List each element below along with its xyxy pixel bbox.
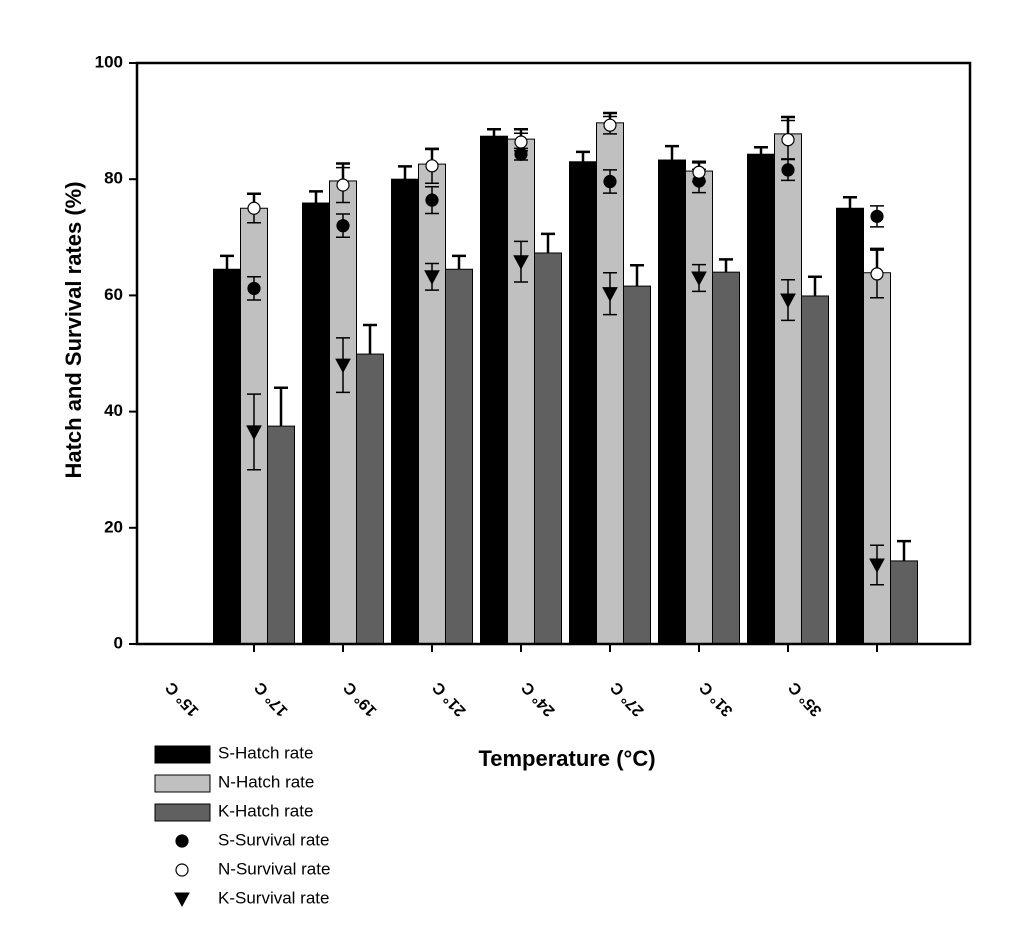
marker [175,863,189,877]
x-axis-title: Temperature (°C) [478,746,655,771]
error-bar [808,275,822,296]
bar [213,268,241,645]
legend-label: S-Hatch rate [218,743,313,762]
x-tick-label: 31° C [696,678,736,719]
y-axis-title: Hatch and Survival rates (%) [61,181,86,478]
marker [513,255,529,270]
legend-label: K-Survival rate [218,888,329,907]
marker [425,193,439,207]
error-bar [843,195,857,209]
marker [336,178,350,192]
bar [534,252,562,645]
error-bar [719,258,733,273]
bar [302,202,330,645]
error-bar [487,127,501,137]
bar [569,161,597,645]
marker [603,174,617,189]
x-tick-label: 24° C [518,678,558,719]
bar [747,153,775,645]
marker [424,270,440,285]
y-tick-label: 60 [104,285,123,304]
marker [175,834,189,848]
marker [781,163,795,177]
bar [507,138,535,645]
bar [836,207,864,645]
bar [391,178,419,645]
marker [336,219,350,233]
bar [890,560,918,645]
error-bar [398,165,412,180]
x-tick-label: 27° C [607,678,647,719]
error-bar [576,150,590,162]
legend-label: N-Survival rate [218,859,330,878]
marker [247,281,261,296]
error-bar [754,145,768,155]
bar [801,295,829,645]
marker [870,267,884,281]
marker [692,165,706,179]
legend-swatch [154,803,211,822]
y-tick-label: 80 [104,169,123,188]
error-bar [363,323,377,355]
marker [781,133,795,147]
y-tick-label: 20 [104,517,123,536]
legend-swatch [154,745,211,764]
error-bar [274,386,288,427]
error-bar [541,232,555,253]
plot-frame [135,61,972,646]
bar [774,133,802,645]
bar [445,268,473,645]
error-bar [630,263,644,287]
legend-swatch [154,774,211,793]
error-bar [220,254,234,270]
marker [247,201,261,215]
bar [356,353,384,645]
bar [712,271,740,645]
error-bar [897,539,911,561]
bar [863,272,891,645]
bar [480,135,508,645]
error-bar [665,144,679,161]
x-tick-label: 19° C [340,678,380,719]
y-tick-label: 40 [104,401,123,420]
bar [685,170,713,645]
bar [267,425,295,645]
bar [329,180,357,645]
marker [174,892,190,908]
x-tick-label: 21° C [429,678,469,719]
marker [780,293,796,309]
marker [425,159,439,173]
x-tick-label: 15° C [162,678,202,719]
x-tick-label: 35° C [785,678,825,719]
y-tick-label: 0 [114,633,123,652]
bar [596,122,624,645]
marker [691,271,707,287]
x-tick-label: 17° C [251,678,291,719]
y-tick-label: 100 [95,52,123,71]
legend-label: N-Hatch rate [218,772,314,791]
error-bar [309,190,323,204]
bar [418,163,446,645]
marker [870,209,884,223]
marker [603,118,617,132]
bar [623,285,651,645]
bar [658,159,686,645]
marker [869,558,885,574]
marker [246,425,262,440]
legend-label: K-Hatch rate [218,801,313,820]
marker [602,287,618,302]
legend-label: S-Survival rate [218,830,329,849]
error-bar [452,254,466,270]
marker [335,358,351,374]
marker [514,135,528,149]
